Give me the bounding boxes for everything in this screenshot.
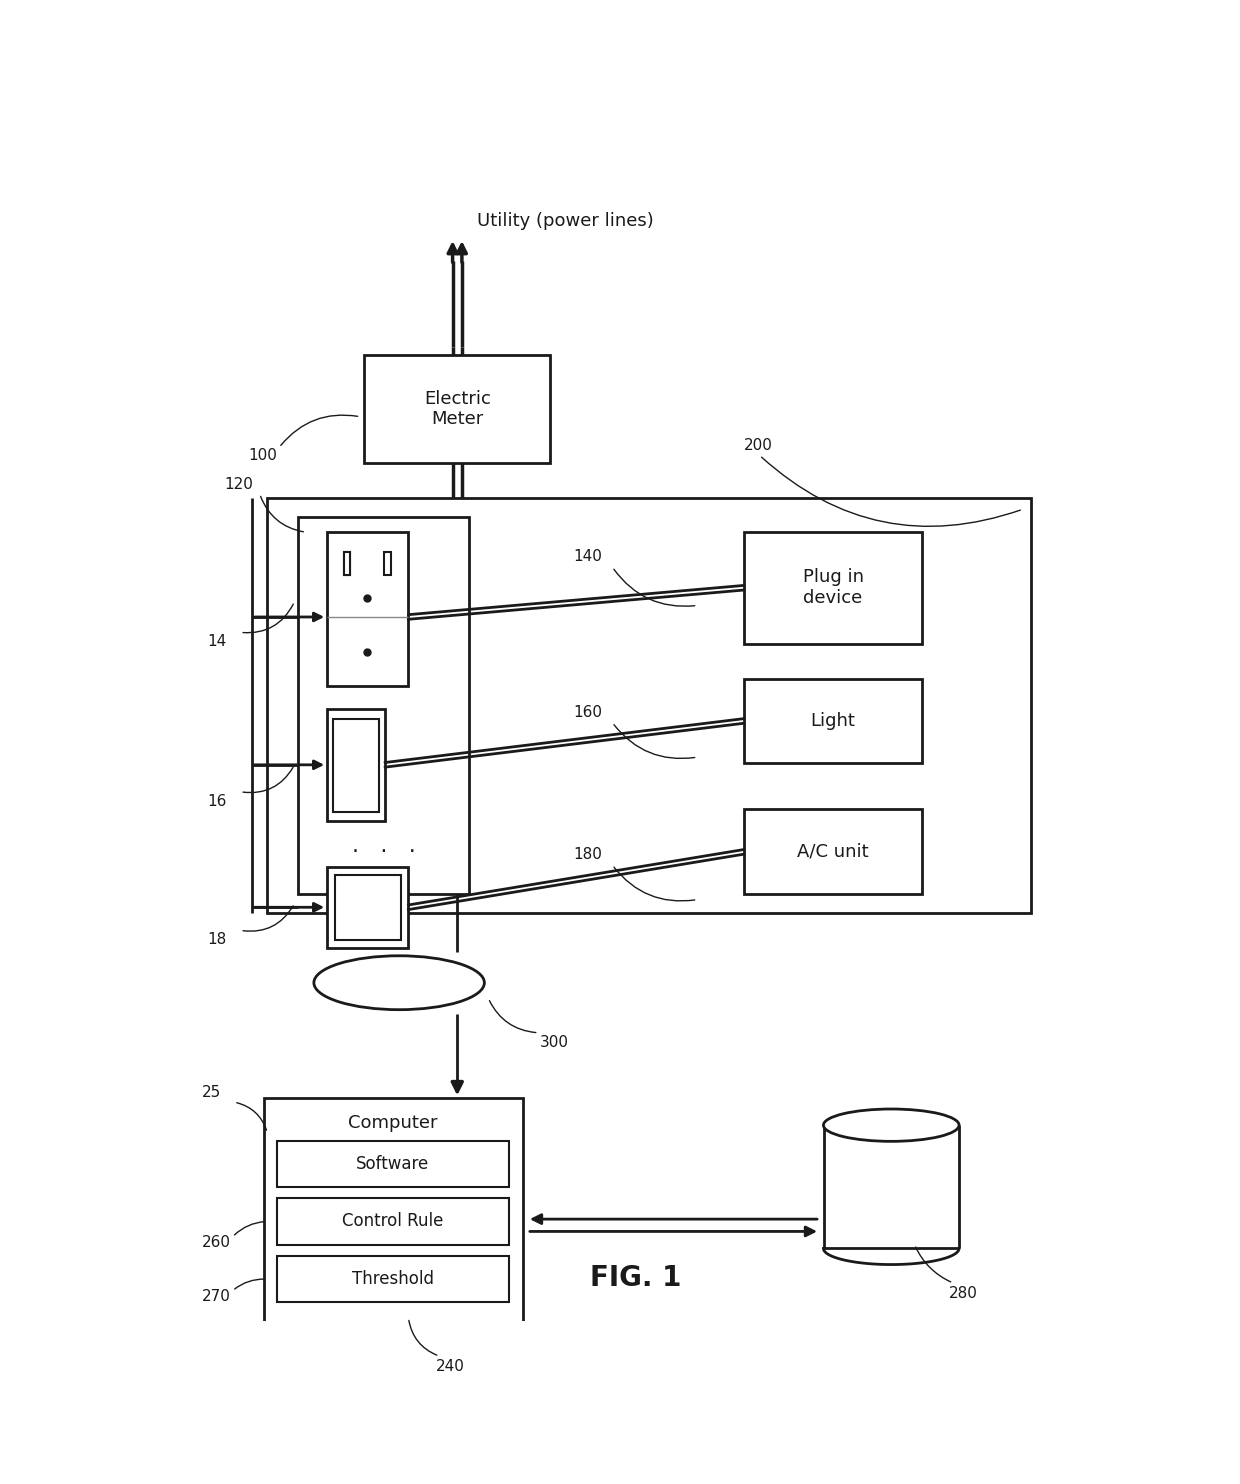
Text: 160: 160 xyxy=(573,705,603,720)
Bar xyxy=(268,497,1030,914)
Text: 180: 180 xyxy=(573,847,603,862)
Text: A/C unit: A/C unit xyxy=(797,843,869,861)
Ellipse shape xyxy=(314,956,485,1009)
Bar xyxy=(327,867,408,948)
Bar xyxy=(334,718,379,812)
Bar xyxy=(335,876,401,941)
Text: 240: 240 xyxy=(435,1359,465,1374)
Bar xyxy=(278,1199,510,1245)
Text: Computer: Computer xyxy=(348,1114,438,1132)
Text: 16: 16 xyxy=(207,794,227,809)
Bar xyxy=(744,678,923,763)
Text: 120: 120 xyxy=(224,476,254,493)
Bar xyxy=(345,552,351,574)
Text: 14: 14 xyxy=(207,634,227,649)
Text: 140: 140 xyxy=(573,549,603,564)
Bar xyxy=(299,516,469,895)
Bar xyxy=(278,1255,510,1303)
Text: Software: Software xyxy=(356,1155,429,1172)
Bar xyxy=(327,533,408,686)
Text: 200: 200 xyxy=(744,438,773,453)
Bar xyxy=(384,552,391,574)
Text: Electric
Meter: Electric Meter xyxy=(424,390,491,429)
Text: Threshold: Threshold xyxy=(352,1270,434,1288)
Bar xyxy=(345,552,351,574)
Text: Plug in
device: Plug in device xyxy=(802,568,863,607)
Text: 100: 100 xyxy=(248,448,277,463)
Bar xyxy=(263,1098,523,1322)
Bar xyxy=(365,355,551,463)
Text: ·   ·   ·: · · · xyxy=(352,841,415,862)
Text: 270: 270 xyxy=(201,1290,231,1304)
Text: 25: 25 xyxy=(201,1085,221,1100)
Text: 280: 280 xyxy=(950,1285,978,1300)
Text: 18: 18 xyxy=(207,932,227,947)
Text: Utility (power lines): Utility (power lines) xyxy=(476,212,653,230)
Ellipse shape xyxy=(823,1109,959,1141)
Text: Control Rule: Control Rule xyxy=(342,1212,444,1230)
Text: 300: 300 xyxy=(541,1036,569,1051)
Bar xyxy=(744,533,923,644)
Text: Light: Light xyxy=(811,712,856,730)
Text: 260: 260 xyxy=(201,1236,231,1251)
Bar xyxy=(278,1141,510,1187)
Bar xyxy=(744,809,923,895)
Bar xyxy=(327,709,386,821)
Text: FIG. 1: FIG. 1 xyxy=(590,1264,681,1293)
